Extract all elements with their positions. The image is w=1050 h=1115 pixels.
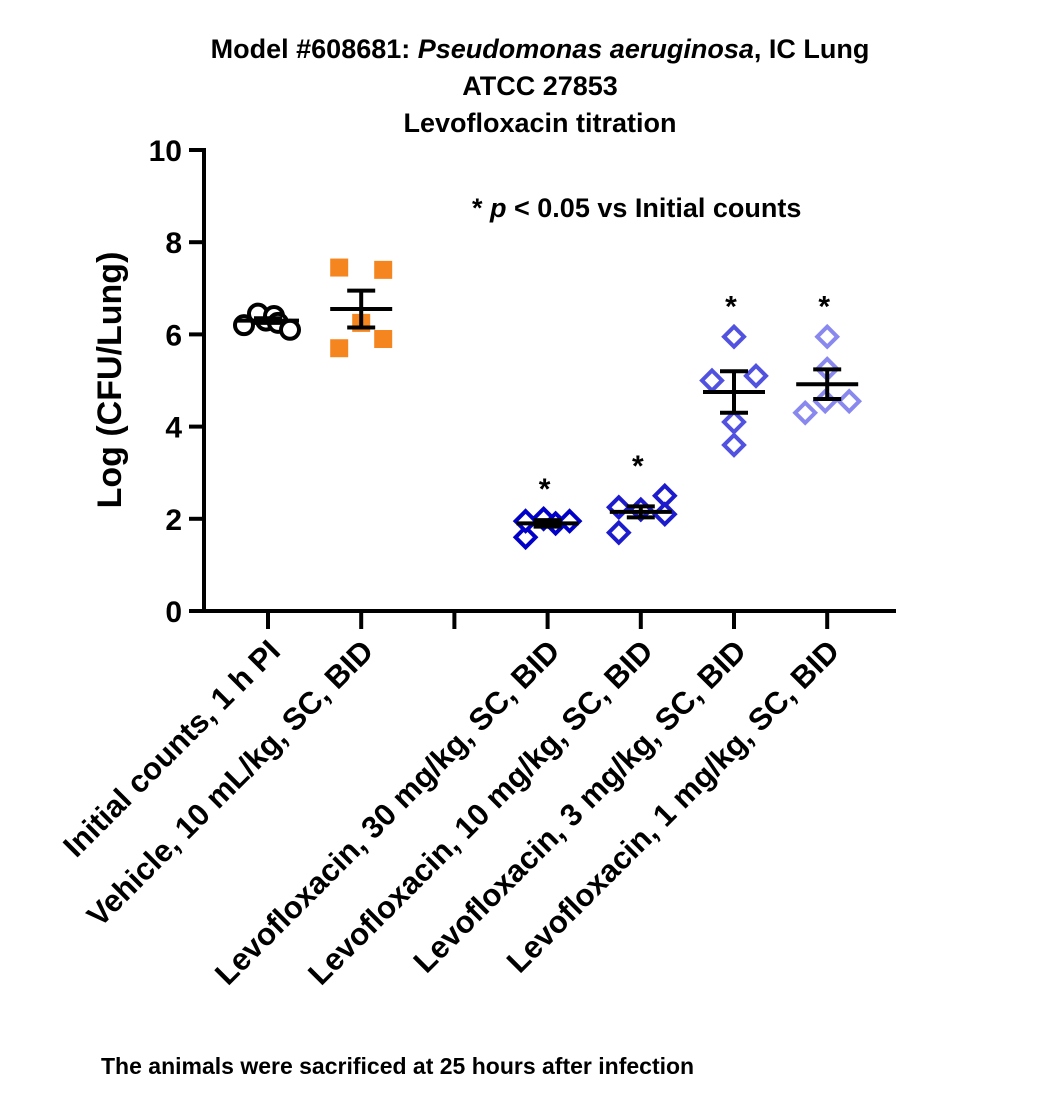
footnote: The animals were sacrificed at 25 hours … — [101, 1053, 695, 1079]
chart-marks: * * * * — [233, 258, 863, 551]
significance-star-3: * — [539, 473, 551, 506]
chart-title-line-2: ATCC 27853 — [462, 71, 618, 101]
point-5-4 — [721, 432, 747, 458]
title-suffix: , IC Lung — [753, 34, 870, 64]
significance-annotation: * p < 0.05 vs Initial counts — [472, 193, 801, 224]
point-1-1 — [374, 260, 393, 279]
point-6-2 — [792, 399, 819, 426]
point-0-5 — [279, 318, 301, 341]
point-4-4 — [651, 501, 678, 528]
point-1-4 — [374, 330, 393, 349]
point-5-3 — [721, 409, 747, 435]
y-tick-label-2: 2 — [165, 504, 182, 537]
x-tick-label-4: Levofloxacin, 10 mg/kg, SC, BID — [301, 633, 660, 992]
point-3-4 — [556, 508, 583, 534]
y-tick-label-4: 4 — [165, 412, 182, 445]
x-tick-label-3: Levofloxacin, 30 mg/kg, SC, BID — [208, 633, 567, 992]
y-tick-label-0: 0 — [165, 596, 182, 629]
x-tick-label-6: Levofloxacin, 1 mg/kg, SC, BID — [500, 633, 846, 979]
point-4-1 — [605, 519, 632, 546]
point-3-2 — [512, 508, 539, 534]
title-prefix: Model #608681: — [210, 34, 418, 64]
point-4-0 — [605, 494, 632, 521]
y-tick-label-10: 10 — [149, 135, 182, 168]
y-tick-label-8: 8 — [165, 227, 182, 260]
point-3-1 — [512, 524, 539, 551]
y-tick-label-6: 6 — [165, 319, 182, 352]
y-axis-label: Log (CFU/Lung) — [91, 252, 129, 509]
annotation-p: p — [490, 193, 507, 223]
point-5-2 — [743, 363, 769, 389]
point-5-0 — [721, 323, 747, 350]
annotation-star: * — [472, 193, 491, 223]
point-6-3 — [836, 388, 863, 415]
significance-star-5: * — [725, 291, 737, 324]
point-6-0 — [814, 323, 841, 350]
annotation-text: < 0.05 vs Initial counts — [506, 193, 802, 223]
chart-title-line-3: Levofloxacin titration — [403, 108, 677, 138]
title-organism: Pseudomonas aeruginosa — [417, 34, 754, 64]
chart-title-line-1: Model #608681: Pseudomonas aeruginosa, I… — [0, 34, 1050, 65]
significance-star-6: * — [818, 291, 830, 324]
point-1-3 — [330, 339, 349, 358]
point-5-1 — [699, 367, 725, 394]
x-tick-label-5: Levofloxacin, 3 mg/kg, SC, BID — [407, 633, 753, 979]
significance-star-4: * — [632, 450, 644, 483]
point-1-0 — [330, 258, 349, 277]
